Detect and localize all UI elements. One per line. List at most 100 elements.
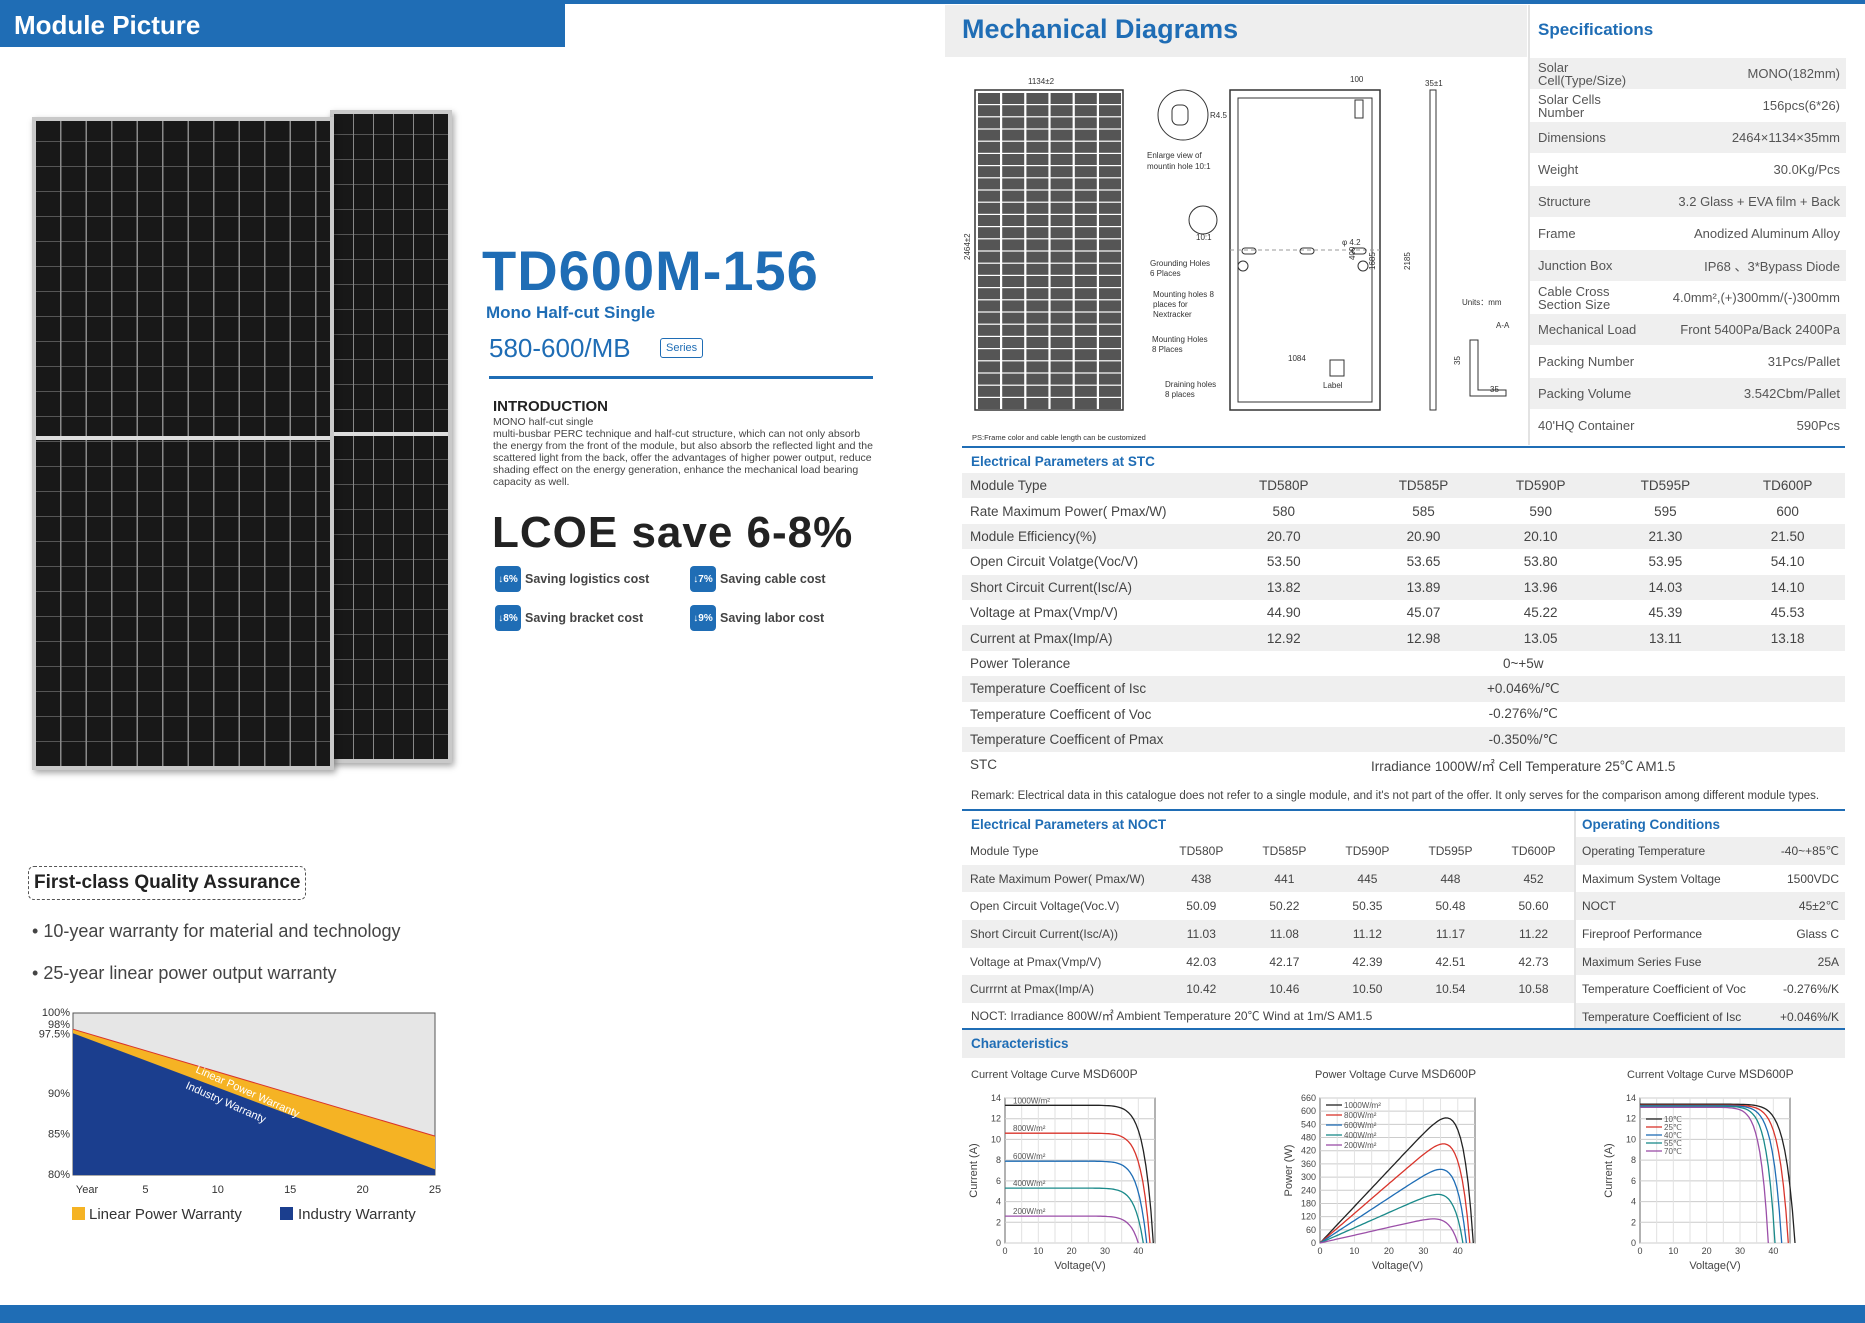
noct-rule: [962, 809, 1845, 811]
cell: [978, 93, 1000, 104]
saving-label: Saving bracket cost: [525, 611, 644, 625]
series-label: 200W/m²: [1013, 1207, 1046, 1216]
cell: [1050, 239, 1073, 251]
cell: [1050, 361, 1073, 373]
spec-row: Frame Anodized Aluminum Alloy: [1530, 218, 1846, 250]
dim-100: 100: [1350, 75, 1364, 84]
y-tick-label: 120: [1301, 1212, 1316, 1222]
x-tick-label: 40: [1453, 1246, 1463, 1256]
title-underline: [489, 376, 873, 379]
cell: [1026, 337, 1049, 348]
stc-value: 45.07: [1406, 605, 1441, 621]
operating-value: Glass C: [1796, 926, 1839, 941]
curve-4: [1319, 1218, 1459, 1244]
noct-value: 11.17: [1435, 926, 1466, 941]
noct-value: 10.54: [1435, 982, 1466, 997]
series-label: 600W/m²: [1013, 1152, 1046, 1161]
chart-model: MSD600P: [1421, 1067, 1477, 1081]
cell: [978, 276, 1000, 287]
cell: [978, 227, 1000, 239]
x-tick-label: 20: [1702, 1246, 1712, 1256]
operating-value: 45±2℃: [1798, 899, 1839, 914]
spec-key: Cable Cross Section Size: [1538, 283, 1611, 312]
y-tick-label: 12: [1626, 1114, 1636, 1124]
spec-key: Packing Number: [1538, 354, 1635, 369]
y-tick-label: 0: [1631, 1238, 1636, 1248]
noct-value: 10.42: [1186, 982, 1217, 997]
stc-row: Temperature Coefficent of Isc +0.046%/℃: [962, 676, 1845, 702]
stc-row: Current at Pmax(Imp/A) 12.92 12.98 13.05 13.…: [962, 625, 1845, 651]
intro-body: multi-busbar PERC technique and half-cut…: [493, 428, 873, 488]
cell: [1002, 93, 1025, 104]
y-tick-label: 6: [996, 1176, 1001, 1186]
y-tick-label: 6: [1631, 1176, 1636, 1186]
stc-label: Current at Pmax(Imp/A): [970, 630, 1113, 646]
curve-2: [1319, 1168, 1468, 1244]
noct-value: 11.22: [1518, 926, 1549, 941]
cell: [1099, 300, 1121, 312]
ground-symbol-right: [1357, 260, 1369, 272]
cell: [1050, 129, 1073, 141]
cell: [978, 154, 1000, 165]
stc-row: Short Circuit Current(Isc/A) 13.82 13.89 13…: [962, 574, 1845, 600]
x-tick-label: 40: [1768, 1246, 1778, 1256]
cell: [1026, 288, 1049, 300]
x-tick-label: 5: [142, 1184, 148, 1196]
stc-label: Temperature Coefficent of Pmax: [970, 732, 1164, 748]
cell: [1099, 312, 1121, 324]
saving-cable: ↓7% Saving cable cost: [690, 566, 826, 592]
stc-row: STC Irradiance 1000W/㎡ Cell Temperature 2…: [962, 752, 1845, 777]
cell: [1074, 129, 1097, 141]
cell: [978, 263, 1000, 275]
spec-row: Mechanical Load Front 5400Pa/Back 2400Pa: [1530, 314, 1846, 346]
noct-row: Currrnt at Pmax(Imp/A) 10.42 10.46 10.50 10.…: [962, 975, 1575, 1004]
y-tick-label: 0: [1311, 1238, 1316, 1248]
spec-key: Solar Cell(Type/Size): [1538, 59, 1627, 88]
series-label: 25℃: [1664, 1123, 1682, 1132]
cell: [1050, 300, 1073, 312]
cell: [1074, 93, 1097, 104]
dim-radius: R4.5: [1210, 111, 1227, 120]
cell: [1074, 398, 1097, 409]
y-tick-label: 100%: [42, 1007, 70, 1019]
cell: [1050, 276, 1073, 287]
cell: [1099, 361, 1121, 373]
noct-row: Rate Maximum Power( Pmax/W) 438 441 445 448 4…: [962, 864, 1575, 893]
quality-item-text: 25-year linear power output warranty: [43, 963, 337, 983]
cell: [1099, 324, 1121, 336]
enlarge-circle: [1157, 89, 1209, 141]
stc-value: 44.90: [1266, 605, 1301, 621]
stc-merged-value: +0.046%/℃: [1486, 680, 1560, 696]
stc-value: 21.50: [1770, 528, 1805, 544]
spec-value: 2464×1134×35mm: [1731, 130, 1840, 145]
operating-row: Operating Temperature -40~+85℃: [1576, 837, 1845, 865]
spec-row: Packing Number 31Pcs/Pallet: [1530, 346, 1846, 378]
cell: [1002, 227, 1025, 239]
noct-value: TD590P: [1345, 843, 1390, 858]
cell: [1026, 373, 1049, 385]
noct-label: Open Circuit Voltage(Voc.V): [970, 899, 1120, 914]
spec-row: Solar Cells Number 156pcs(6*26): [1530, 90, 1846, 122]
cell: [978, 251, 1000, 263]
y-tick-label: 360: [1301, 1159, 1316, 1169]
cell: [978, 337, 1000, 348]
cell: [978, 312, 1000, 324]
y-tick-label: 4: [1631, 1197, 1636, 1207]
stc-value: 13.05: [1523, 630, 1558, 646]
intro-heading: INTRODUCTION: [493, 398, 608, 415]
cell: [1050, 324, 1073, 336]
series-label: 400W/m²: [1344, 1131, 1377, 1140]
spec-row: Junction Box IP68 、3*Bypass Diode: [1530, 250, 1846, 282]
cell: [1026, 385, 1049, 397]
noct-value: 42.39: [1352, 954, 1383, 969]
solar-panel-front: [32, 117, 334, 770]
cell: [1002, 129, 1025, 141]
y-tick-label: 540: [1301, 1119, 1316, 1129]
cell: [1050, 178, 1073, 190]
y-tick-label: 14: [1626, 1093, 1636, 1103]
cell: [1099, 105, 1121, 117]
stc-merged-value: -0.350%/℃: [1488, 731, 1558, 747]
noct-value: 42.73: [1518, 954, 1549, 969]
stc-label: Short Circuit Current(Isc/A): [970, 579, 1133, 595]
noct-value: 441: [1274, 871, 1295, 886]
